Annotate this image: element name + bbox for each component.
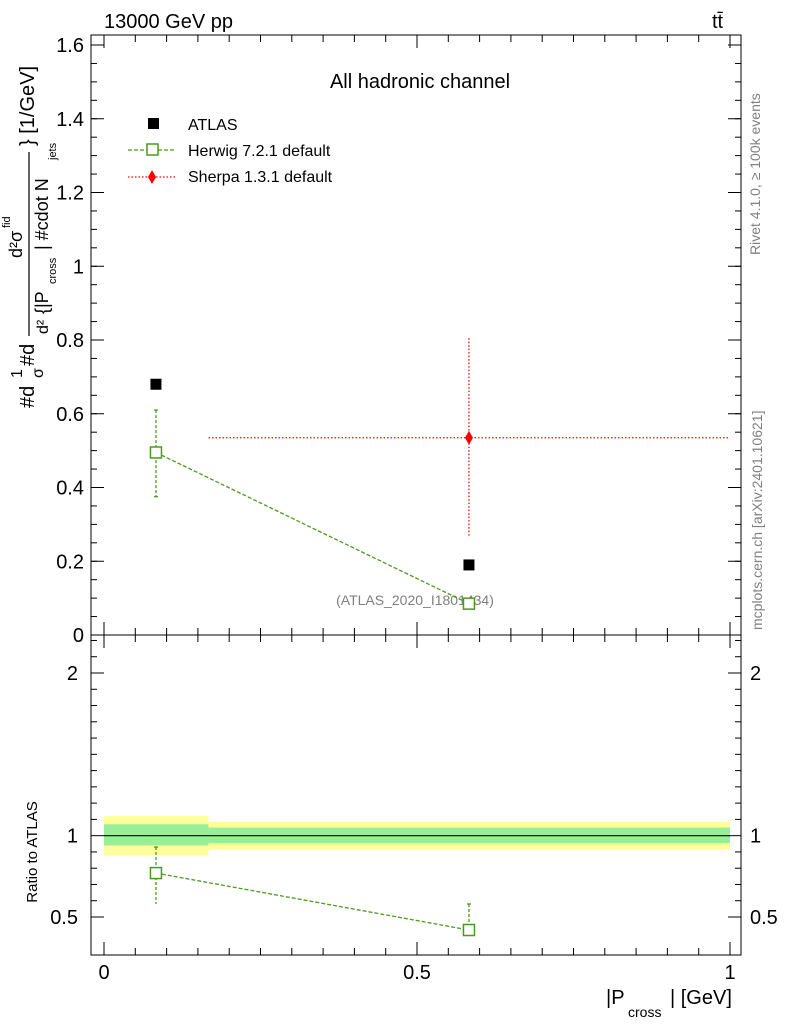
- xlabel-unit: | [GeV]: [670, 987, 732, 1009]
- main-ytick-label: 0.2: [56, 551, 84, 573]
- main-y-axis: 0 0.2 0.4 0.6 0.8 1 1.2 1.4 1.6: [56, 35, 741, 647]
- main-ytick-label: 0.8: [56, 330, 84, 352]
- ylabel-cross-sub: cross: [47, 257, 59, 284]
- ratio-ytick-label-right: 2: [750, 663, 761, 685]
- rivet-label: Rivet 4.1.0, ≥ 100k events: [747, 93, 763, 255]
- ratio-y-axis: 0.5 0.5 1 1 2 2: [50, 639, 778, 929]
- xlabel-main: |P: [606, 987, 625, 1009]
- main-panel: 0 0.2 0.4 0.6 0.8 1 1.2 1.4 1.6 All hadronic cha…: [1, 34, 742, 647]
- ratio-ytick-label-left: 2: [67, 663, 78, 685]
- main-ytick-label: 0.4: [56, 478, 84, 500]
- atlas-point: [463, 559, 475, 571]
- herwig-line: [155, 451, 470, 605]
- ylabel-prefix: #d: [17, 386, 39, 408]
- ylabel-cdot: | #cdot N: [32, 178, 52, 250]
- main-ytick-label: 1.6: [56, 35, 84, 57]
- ratio-xtick-label: 0: [98, 962, 109, 984]
- process-label: tt̄: [712, 11, 724, 33]
- main-ytick-label: 0: [73, 625, 84, 647]
- herwig-point: [149, 446, 163, 459]
- ratio-xtick-label: 0.5: [403, 962, 431, 984]
- legend-herwig-marker: [146, 143, 159, 156]
- main-y-label: #d 1 σ #d d²σ fid d² {|P cross | #cdot N…: [1, 66, 59, 408]
- ratio-x-axis: 0 0.5 1: [98, 635, 736, 984]
- ratio-herwig-point: [462, 923, 476, 937]
- main-x-ticks: [103, 35, 731, 635]
- herwig-point: [462, 597, 476, 610]
- ylabel-jets-sub: jets: [47, 142, 59, 161]
- sherpa-point: [464, 430, 473, 445]
- main-ytick-label: 1: [73, 256, 84, 278]
- ratio-xtick-label: 1: [724, 962, 735, 984]
- ratio-frame: [90, 634, 742, 956]
- ylabel-units: } [1/GeV]: [17, 66, 39, 146]
- ylabel-sigma: σ: [30, 368, 47, 378]
- source-label: mcplots.cern.ch [arXiv:2401.10621]: [749, 411, 765, 630]
- xlabel-sub: cross: [628, 1004, 661, 1020]
- main-ytick-label: 0.6: [56, 404, 84, 426]
- ratio-ytick-label-right: 0.5: [750, 907, 778, 929]
- main-ytick-label: 1.2: [56, 183, 84, 205]
- legend-sherpa-label: Sherpa 1.3.1 default: [188, 169, 333, 186]
- ratio-band-inner: [104, 824, 209, 846]
- ylabel-numerator: d²σ: [6, 231, 26, 258]
- ratio-ytick-label-right: 1: [750, 826, 761, 848]
- energy-label: 13000 GeV pp: [104, 11, 233, 33]
- ratio-ytick-label-left: 1: [67, 826, 78, 848]
- ratio-bands: [104, 816, 731, 856]
- chart-title: All hadronic channel: [330, 71, 510, 93]
- ratio-panel: 0.5 0.51 12 2 0 0.5 1 Ratio to ATLAS |P cross…: [24, 634, 778, 1020]
- ylabel-fid: fid: [1, 216, 13, 228]
- legend-atlas-marker: [148, 118, 159, 129]
- ratio-data-marks: [149, 846, 476, 937]
- legend-herwig-label: Herwig 7.2.1 default: [188, 143, 331, 160]
- x-axis-label: |P cross | [GeV]: [606, 987, 732, 1020]
- main-data-marks: [149, 338, 730, 610]
- legend: ATLAS Herwig 7.2.1 default Sherpa 1.3.1 …: [128, 117, 333, 186]
- legend-atlas-label: ATLAS: [188, 117, 238, 134]
- legend-sherpa-marker: [148, 170, 156, 184]
- ratio-herwig-point: [149, 866, 163, 880]
- ylabel-pcross: {|P: [32, 291, 52, 314]
- ylabel-frac-one: 1: [9, 369, 26, 378]
- ylabel-d2: d²: [35, 319, 52, 334]
- ylabel-prefix2: #d: [17, 344, 39, 366]
- ratio-ytick-label-left: 0.5: [50, 907, 78, 929]
- ratio-herwig-line: [155, 872, 470, 931]
- main-ytick-label: 1.4: [56, 109, 84, 131]
- atlas-point: [150, 378, 162, 390]
- ratio-y-label: Ratio to ATLAS: [24, 801, 41, 902]
